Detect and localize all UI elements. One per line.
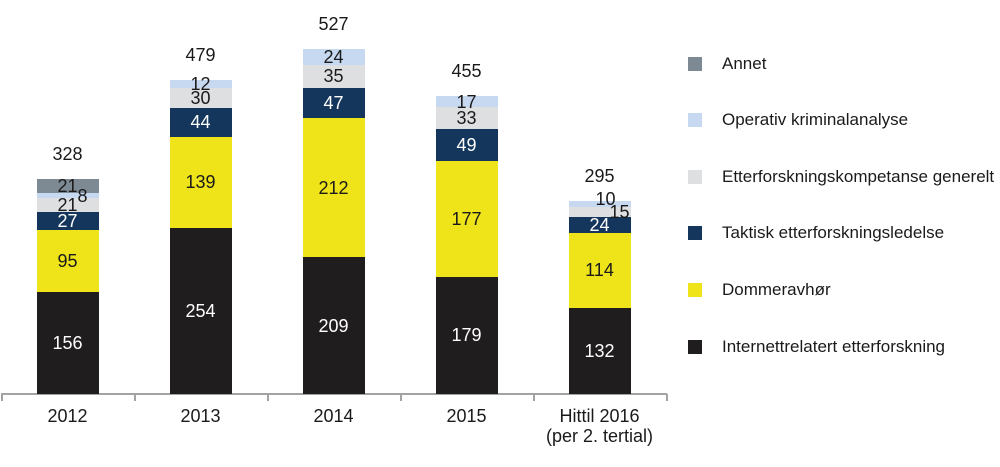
segment-label: 177 bbox=[451, 208, 482, 229]
legend-label: Annet bbox=[722, 53, 767, 73]
category-label: Hittil 2016 (per 2. tertial) bbox=[545, 406, 654, 446]
segment-label: 47 bbox=[323, 93, 344, 114]
total-label: 455 bbox=[451, 61, 482, 82]
segment-label: 30 bbox=[190, 88, 211, 109]
bar-segment bbox=[169, 136, 232, 228]
bar-segment bbox=[169, 80, 232, 89]
bar-segment bbox=[302, 118, 365, 258]
segment-label: 8 bbox=[77, 185, 88, 206]
segment-label: 21 bbox=[57, 195, 78, 216]
segment-label: 209 bbox=[318, 315, 349, 336]
segment-label: 15 bbox=[609, 202, 630, 223]
legend-label: Taktisk etterforskningsledelse bbox=[722, 223, 945, 243]
bar-segment bbox=[435, 128, 498, 161]
segment-label: 49 bbox=[456, 134, 477, 155]
legend-item: Operativ kriminalanalyse bbox=[688, 110, 908, 130]
segment-label: 24 bbox=[589, 215, 610, 236]
segment-label: 156 bbox=[52, 332, 83, 353]
legend-item: Etterforskningskompetanse generelt bbox=[688, 167, 994, 187]
legend-item: Dommeravhør bbox=[688, 280, 831, 300]
segment-label: 33 bbox=[456, 108, 477, 129]
bar-segment bbox=[36, 229, 99, 292]
bar-segment bbox=[568, 207, 631, 218]
segment-label: 212 bbox=[318, 177, 349, 198]
bar-segment bbox=[568, 307, 631, 394]
legend-item: Taktisk etterforskningsledelse bbox=[688, 223, 944, 243]
legend-label: Dommeravhør bbox=[722, 279, 831, 299]
legend-label: Internettrelatert etterforskning bbox=[722, 336, 946, 356]
bar-segment bbox=[36, 179, 99, 194]
segment-label: 21 bbox=[57, 176, 78, 197]
segment-label: 254 bbox=[185, 300, 216, 321]
bar-segment bbox=[36, 198, 99, 212]
bar-segment bbox=[568, 217, 631, 233]
category-label: 2014 bbox=[313, 406, 354, 426]
bar-segment bbox=[435, 96, 498, 108]
total-label: 527 bbox=[318, 14, 349, 35]
segment-label: 139 bbox=[185, 172, 216, 193]
plot-area: 156 95 27 21 8 21 328 2012 254 139 44 30 12 479 2013 20… bbox=[1, 14, 668, 446]
bar-segment bbox=[36, 291, 99, 394]
bar-segment bbox=[302, 87, 365, 119]
x-axis-tick bbox=[400, 394, 402, 401]
bar-segment bbox=[36, 212, 99, 230]
x-axis-tick bbox=[267, 394, 269, 401]
bar-segment bbox=[302, 257, 365, 394]
category-label: 2012 bbox=[47, 406, 88, 426]
bar-segment bbox=[568, 232, 631, 308]
bar-segment bbox=[169, 227, 232, 394]
bar-segment bbox=[169, 107, 232, 137]
bar-segment bbox=[302, 49, 365, 65]
x-axis-tick bbox=[666, 394, 668, 401]
total-label: 328 bbox=[52, 144, 83, 165]
segment-label: 27 bbox=[57, 210, 78, 231]
x-axis-tick bbox=[533, 394, 535, 401]
segment-label: 179 bbox=[451, 325, 482, 346]
bar-segment bbox=[435, 107, 498, 129]
x-axis-tick bbox=[134, 394, 136, 401]
segment-label: 10 bbox=[595, 189, 616, 210]
total-label: 479 bbox=[185, 45, 216, 66]
category-label: 2013 bbox=[180, 406, 221, 426]
segment-label: 17 bbox=[456, 91, 477, 112]
x-axis-tick bbox=[1, 394, 3, 401]
bar-segment bbox=[302, 64, 365, 88]
segment-label: 35 bbox=[323, 66, 344, 87]
bar-segment bbox=[435, 276, 498, 394]
segment-label: 24 bbox=[323, 46, 344, 67]
total-label: 295 bbox=[584, 165, 615, 186]
bar-segment bbox=[169, 88, 232, 108]
legend-item: Internettrelatert etterforskning bbox=[688, 337, 945, 357]
bar-segment bbox=[36, 193, 99, 199]
segment-label: 114 bbox=[585, 260, 614, 281]
segment-label: 44 bbox=[190, 112, 211, 133]
bar-segment bbox=[435, 160, 498, 277]
segment-label: 132 bbox=[584, 340, 615, 361]
legend-label: Etterforskningskompetanse generelt bbox=[722, 166, 995, 186]
bar-segment bbox=[568, 200, 631, 208]
segment-label: 95 bbox=[57, 250, 78, 271]
legend-label: Operativ kriminalanalyse bbox=[722, 110, 909, 130]
category-label: 2015 bbox=[446, 406, 487, 426]
segment-label: 12 bbox=[190, 74, 211, 95]
